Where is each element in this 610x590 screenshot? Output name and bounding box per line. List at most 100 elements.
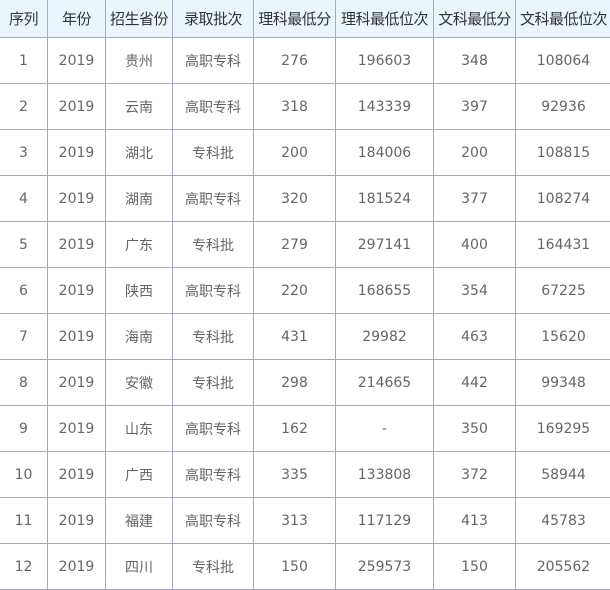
cell-col-arts-min-score: 350: [434, 406, 516, 452]
cell-col-province: 云南: [106, 84, 173, 130]
cell-col-arts-min-rank: 169295: [516, 406, 610, 452]
cell-col-science-min-rank: 143339: [336, 84, 434, 130]
cell-col-arts-min-rank: 67225: [516, 268, 610, 314]
cell-col-science-min-rank: -: [336, 406, 434, 452]
cell-col-index: 2: [0, 84, 48, 130]
cell-col-index: 4: [0, 176, 48, 222]
cell-col-arts-min-rank: 108274: [516, 176, 610, 222]
cell-col-province: 山东: [106, 406, 173, 452]
cell-col-science-min-score: 335: [254, 452, 336, 498]
cell-col-province: 陕西: [106, 268, 173, 314]
cell-col-batch: 专科批: [173, 544, 254, 590]
header-col-index: 序列: [0, 0, 48, 38]
cell-col-year: 2019: [48, 406, 106, 452]
cell-col-arts-min-score: 442: [434, 360, 516, 406]
cell-col-science-min-score: 320: [254, 176, 336, 222]
cell-col-arts-min-rank: 92936: [516, 84, 610, 130]
cell-col-batch: 专科批: [173, 222, 254, 268]
table-header-row: 序列年份招生省份录取批次理科最低分理科最低位次文科最低分文科最低位次: [0, 0, 610, 38]
cell-col-arts-min-score: 372: [434, 452, 516, 498]
cell-col-science-min-rank: 184006: [336, 130, 434, 176]
header-col-science-min-rank: 理科最低位次: [336, 0, 434, 38]
cell-col-batch: 高职专科: [173, 38, 254, 84]
cell-col-province: 广西: [106, 452, 173, 498]
cell-col-batch: 高职专科: [173, 84, 254, 130]
cell-col-science-min-score: 318: [254, 84, 336, 130]
cell-col-science-min-rank: 29982: [336, 314, 434, 360]
cell-col-science-min-rank: 181524: [336, 176, 434, 222]
cell-col-arts-min-rank: 164431: [516, 222, 610, 268]
cell-col-province: 海南: [106, 314, 173, 360]
cell-col-year: 2019: [48, 222, 106, 268]
header-col-arts-min-score: 文科最低分: [434, 0, 516, 38]
cell-col-batch: 高职专科: [173, 452, 254, 498]
cell-col-science-min-score: 431: [254, 314, 336, 360]
cell-col-index: 10: [0, 452, 48, 498]
cell-col-science-min-rank: 196603: [336, 38, 434, 84]
cell-col-batch: 高职专科: [173, 268, 254, 314]
cell-col-arts-min-score: 413: [434, 498, 516, 544]
cell-col-batch: 专科批: [173, 314, 254, 360]
cell-col-index: 5: [0, 222, 48, 268]
cell-col-arts-min-rank: 58944: [516, 452, 610, 498]
cell-col-province: 福建: [106, 498, 173, 544]
cell-col-province: 四川: [106, 544, 173, 590]
cell-col-year: 2019: [48, 176, 106, 222]
cell-col-arts-min-rank: 45783: [516, 498, 610, 544]
cell-col-year: 2019: [48, 314, 106, 360]
cell-col-arts-min-score: 348: [434, 38, 516, 84]
cell-col-arts-min-score: 400: [434, 222, 516, 268]
cell-col-arts-min-score: 463: [434, 314, 516, 360]
cell-col-province: 安徽: [106, 360, 173, 406]
cell-col-arts-min-rank: 15620: [516, 314, 610, 360]
cell-col-index: 9: [0, 406, 48, 452]
cell-col-province: 贵州: [106, 38, 173, 84]
cell-col-science-min-rank: 117129: [336, 498, 434, 544]
cell-col-arts-min-rank: 108815: [516, 130, 610, 176]
cell-col-science-min-score: 276: [254, 38, 336, 84]
cell-col-arts-min-rank: 108064: [516, 38, 610, 84]
cell-col-index: 7: [0, 314, 48, 360]
header-col-year: 年份: [48, 0, 106, 38]
cell-col-science-min-score: 313: [254, 498, 336, 544]
cell-col-arts-min-rank: 99348: [516, 360, 610, 406]
cell-col-province: 湖北: [106, 130, 173, 176]
cell-col-arts-min-score: 150: [434, 544, 516, 590]
header-col-province: 招生省份: [106, 0, 173, 38]
cell-col-science-min-score: 298: [254, 360, 336, 406]
header-col-batch: 录取批次: [173, 0, 254, 38]
cell-col-year: 2019: [48, 268, 106, 314]
cell-col-batch: 专科批: [173, 130, 254, 176]
cell-col-province: 湖南: [106, 176, 173, 222]
cell-col-science-min-rank: 168655: [336, 268, 434, 314]
header-col-science-min-score: 理科最低分: [254, 0, 336, 38]
cell-col-index: 3: [0, 130, 48, 176]
cell-col-batch: 专科批: [173, 360, 254, 406]
cell-col-arts-min-score: 397: [434, 84, 516, 130]
cell-col-year: 2019: [48, 498, 106, 544]
header-col-arts-min-rank: 文科最低位次: [516, 0, 610, 38]
cell-col-province: 广东: [106, 222, 173, 268]
cell-col-batch: 高职专科: [173, 176, 254, 222]
cell-col-science-min-score: 162: [254, 406, 336, 452]
cell-col-science-min-score: 150: [254, 544, 336, 590]
cell-col-science-min-rank: 133808: [336, 452, 434, 498]
cell-col-batch: 高职专科: [173, 406, 254, 452]
cell-col-index: 8: [0, 360, 48, 406]
cell-col-index: 12: [0, 544, 48, 590]
cell-col-arts-min-rank: 205562: [516, 544, 610, 590]
cell-col-year: 2019: [48, 452, 106, 498]
cell-col-year: 2019: [48, 38, 106, 84]
cell-col-year: 2019: [48, 544, 106, 590]
cell-col-year: 2019: [48, 130, 106, 176]
cell-col-index: 1: [0, 38, 48, 84]
